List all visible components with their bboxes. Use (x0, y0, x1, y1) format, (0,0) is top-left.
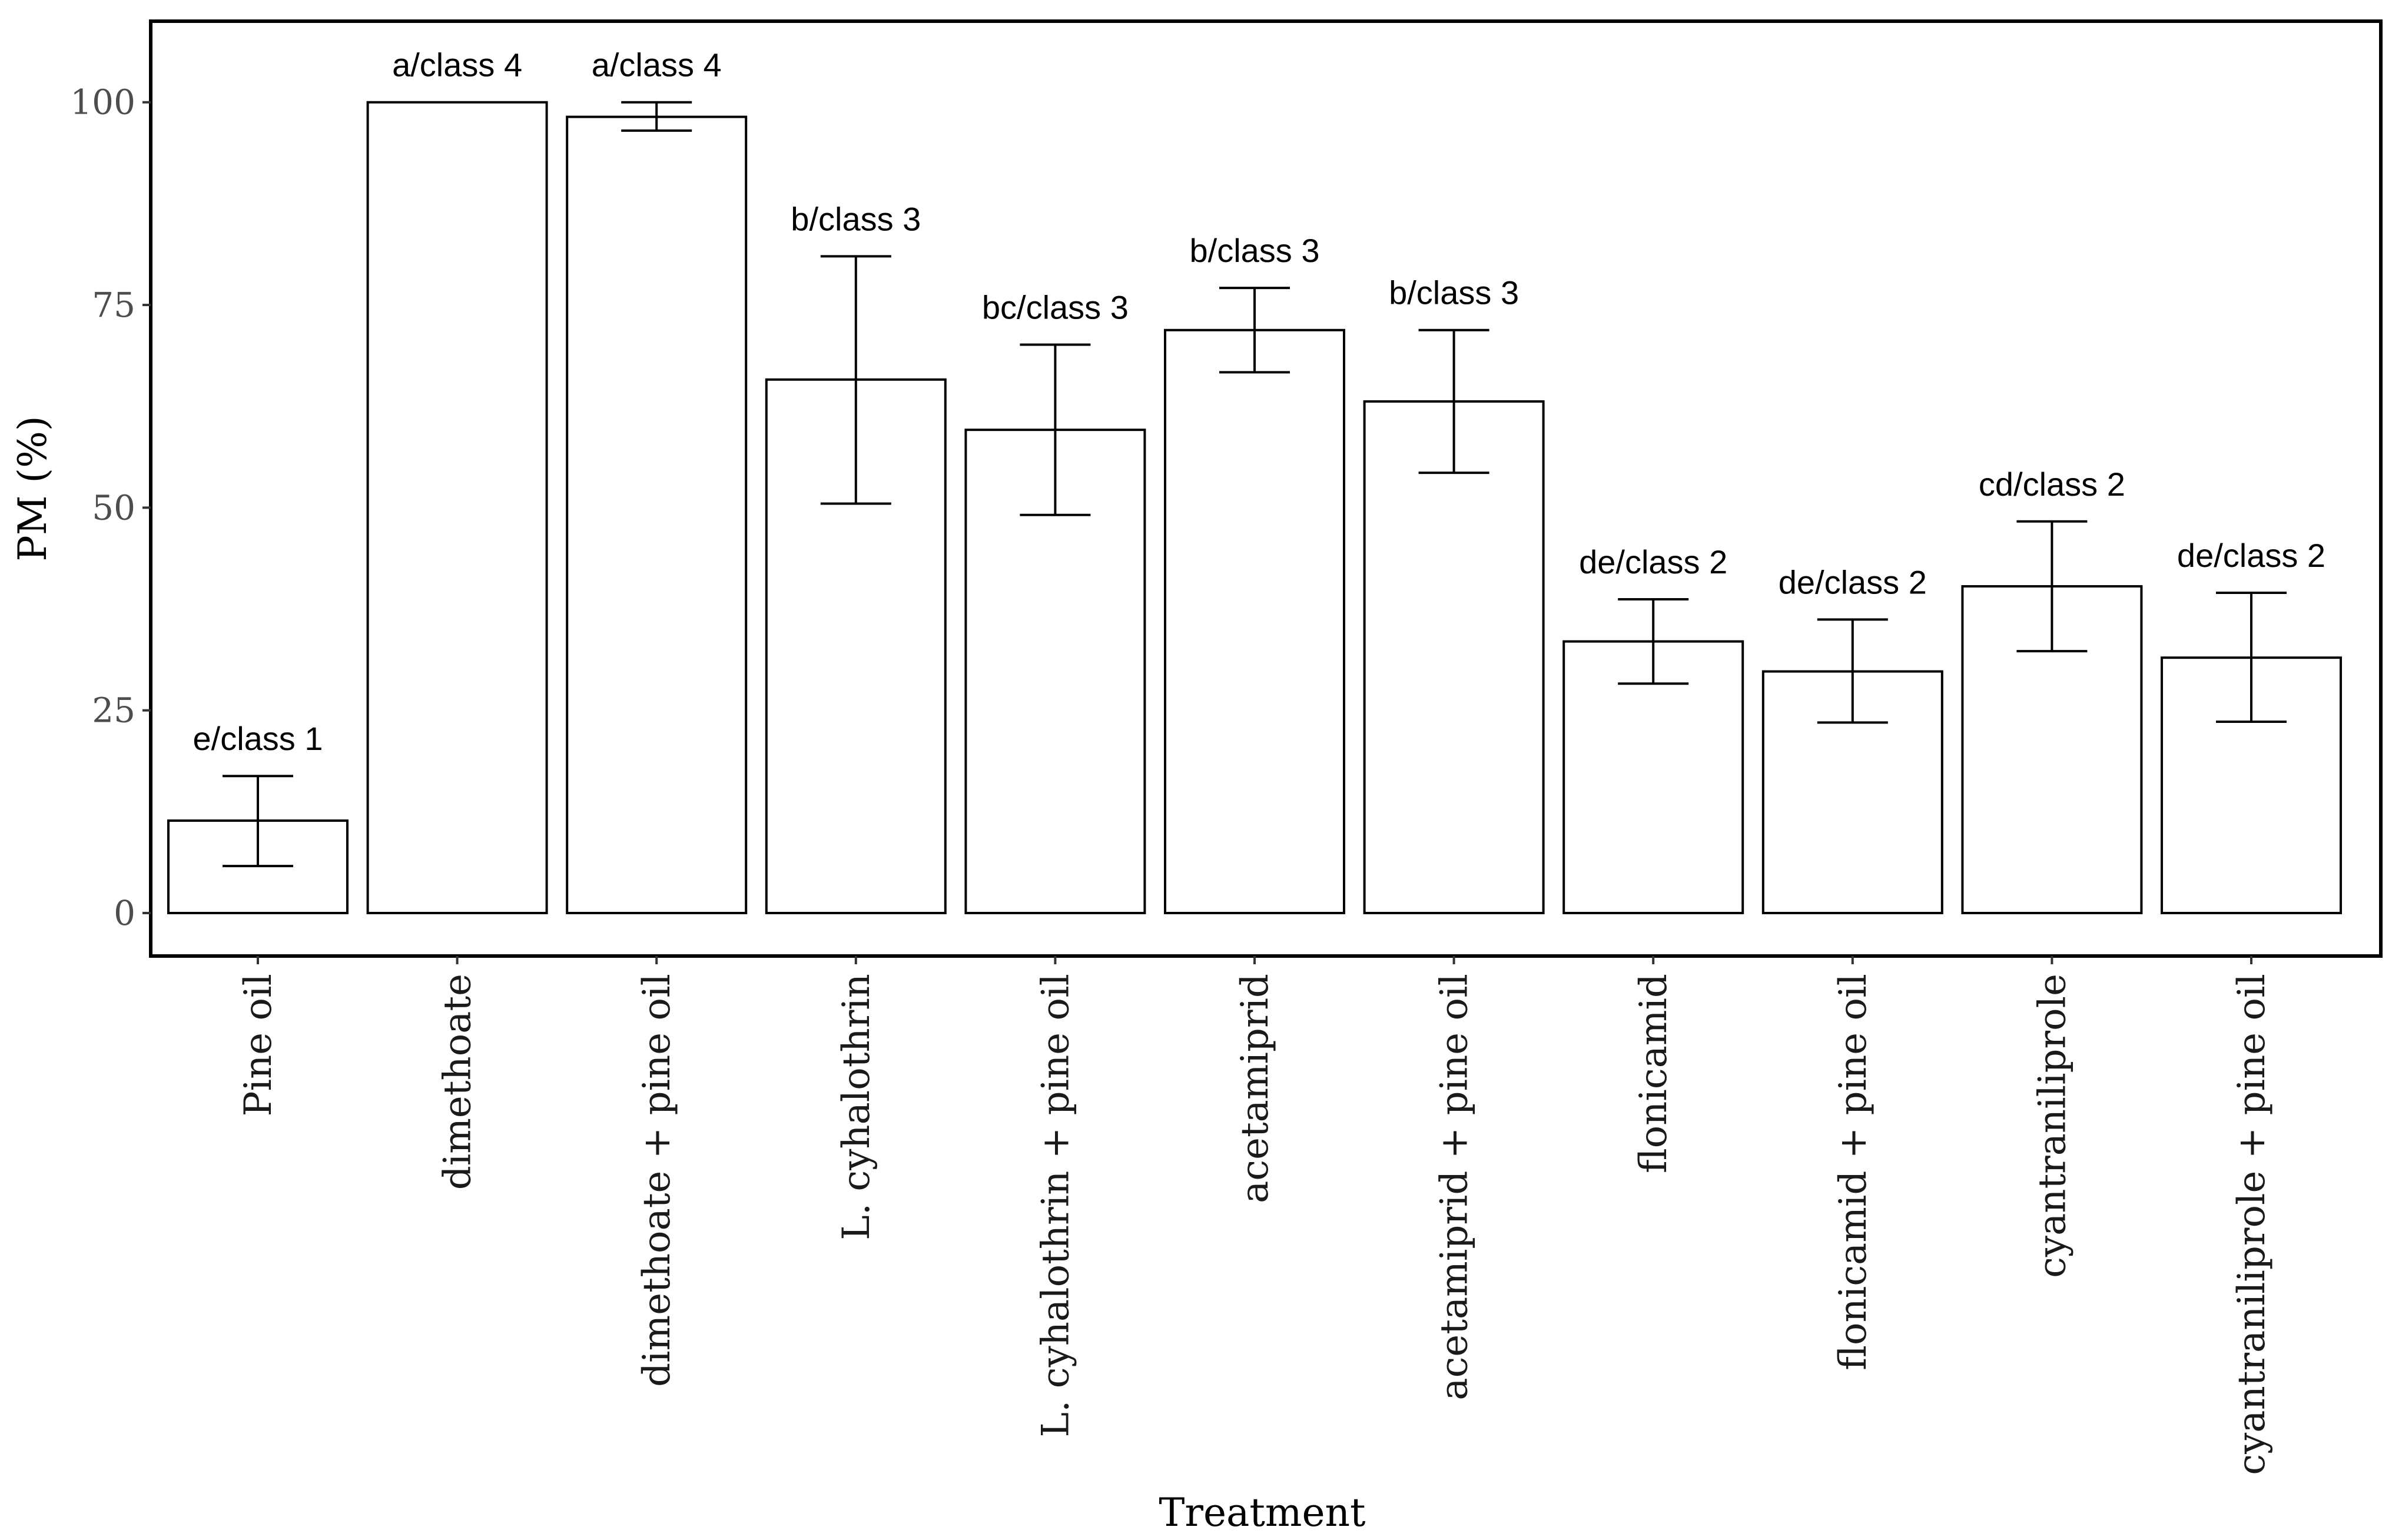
x-tick-label: dimethoate (436, 974, 480, 1190)
y-tick-label: 50 (92, 487, 135, 527)
bar-label-10: cd/class 2 (1979, 466, 2125, 503)
x-tick-label: L. cyhalothrin (835, 974, 878, 1240)
bar-label-5: bc/class 3 (982, 289, 1129, 326)
plot-panel-border (149, 19, 2383, 958)
x-axis: Pine oil dimethoate dimethoate + pine oil L… (237, 956, 2274, 1475)
bar-label-1: e/class 1 (193, 720, 323, 757)
bar-label-11: de/class 2 (2177, 537, 2325, 574)
x-tick-label: cyantraniliprole (2031, 974, 2074, 1278)
x-tick-label: dimethoate + pine oil (635, 974, 679, 1387)
x-tick-label: cyantraniliprole + pine oil (2230, 974, 2274, 1475)
error-bar-1 (223, 775, 293, 868)
bar-6 (1164, 328, 1345, 915)
error-bar-8 (1618, 598, 1689, 685)
error-bar-5 (1020, 343, 1091, 516)
x-tick-label: L. cyhalothrin + pine oil (1034, 974, 1077, 1437)
error-bars-layer (223, 101, 2287, 868)
error-bar-11 (2216, 591, 2287, 723)
x-tick-label: acetamiprid + pine oil (1433, 974, 1477, 1400)
x-tick-label: flonicamid + pine oil (1832, 974, 1875, 1370)
bar-label-3: a/class 4 (592, 47, 722, 84)
bar-2 (366, 101, 548, 915)
bar-8 (1562, 640, 1744, 915)
error-bar-4 (820, 255, 891, 505)
bars-layer (167, 101, 2342, 915)
y-tick-label: 100 (70, 82, 135, 122)
bar-label-9: de/class 2 (1779, 563, 1927, 600)
bar-label-4: b/class 3 (791, 200, 921, 237)
y-tick-label: 25 (92, 691, 135, 731)
error-bar-10 (2016, 520, 2088, 653)
bar-label-6: b/class 3 (1190, 232, 1320, 269)
bar-label-8: de/class 2 (1579, 543, 1727, 580)
x-tick-label: Pine oil (237, 974, 280, 1116)
annotations-layer: e/class 1 a/class 4 a/class 4 b/class 3 bc/c… (193, 47, 2326, 758)
bar-label-2: a/class 4 (392, 47, 522, 84)
error-bar-9 (1817, 618, 1888, 724)
y-tick-label: 0 (114, 893, 135, 933)
bar-7 (1363, 400, 1545, 915)
error-bar-6 (1219, 287, 1290, 374)
error-bar-7 (1418, 328, 1489, 474)
bar-3 (566, 115, 748, 915)
x-axis-title: Treatment (1159, 1490, 1365, 1535)
x-tick-label: acetamiprid (1233, 974, 1277, 1203)
bar-label-7: b/class 3 (1389, 274, 1519, 311)
y-tick-label: 75 (92, 285, 135, 325)
error-bar-3 (621, 101, 692, 132)
y-axis-title: PM (%) (10, 416, 55, 561)
x-tick-label: flonicamid (1632, 974, 1676, 1173)
y-axis: 0 25 50 75 100 (70, 82, 151, 933)
